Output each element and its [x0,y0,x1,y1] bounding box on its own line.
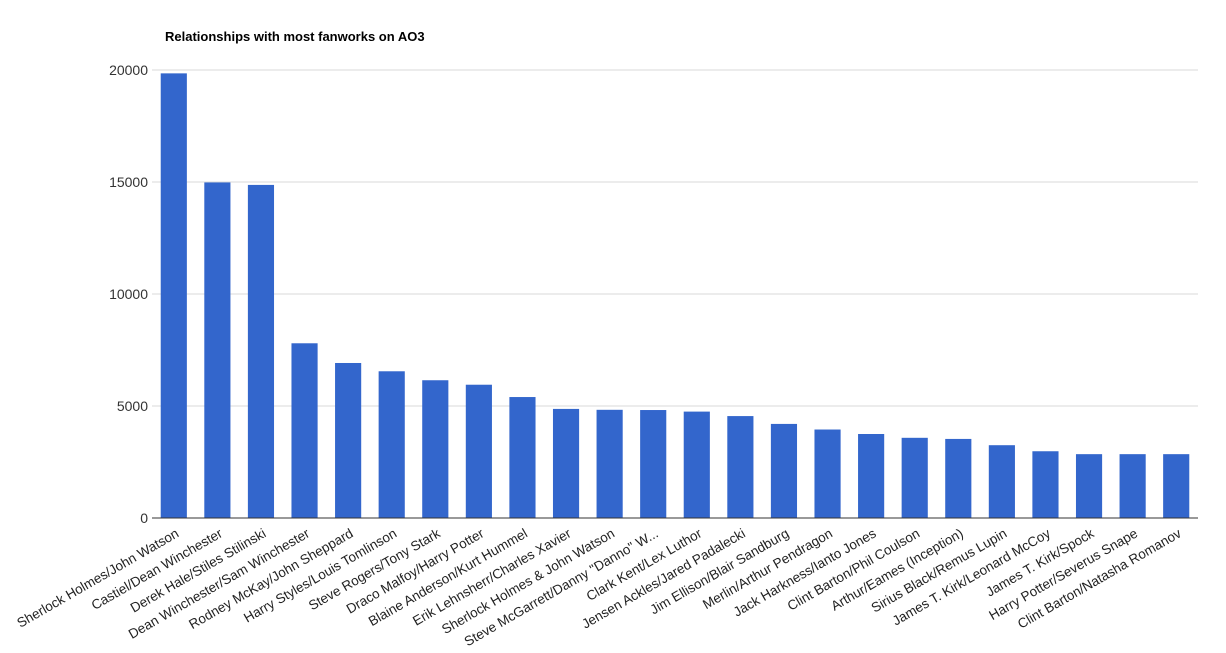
bar [247,184,275,519]
bar [335,362,362,518]
bar [1119,454,1146,518]
bar [683,411,710,518]
bar [727,416,754,518]
y-tick-label: 15000 [109,174,148,190]
bar [901,437,928,518]
x-axis-tick-labels: Sherlock Holmes/John WatsonCastiel/Dean … [14,525,1184,649]
bar [291,343,318,518]
y-tick-label: 10000 [109,286,148,302]
bar [770,423,798,518]
bar [1075,454,1103,518]
bar [596,409,623,518]
y-tick-label: 0 [140,510,148,526]
gridlines [152,69,1198,407]
y-tick-label: 5000 [117,398,148,414]
bars [160,73,1190,519]
bar [945,438,972,518]
y-tick-label: 20000 [109,62,148,78]
bar [814,429,841,518]
bar [640,410,667,518]
bar [422,380,449,518]
bar [465,384,492,518]
bar [509,397,536,518]
bar [988,445,1015,518]
bar [1163,454,1190,518]
bar [858,434,885,518]
y-axis-tick-labels: 0 5000 10000 15000 20000 [109,62,148,526]
bar [552,408,580,518]
bar [378,371,405,518]
bar [160,73,187,519]
chart-title: Relationships with most fanworks on AO3 [165,29,425,44]
bar [204,182,231,518]
bar [1032,451,1059,518]
